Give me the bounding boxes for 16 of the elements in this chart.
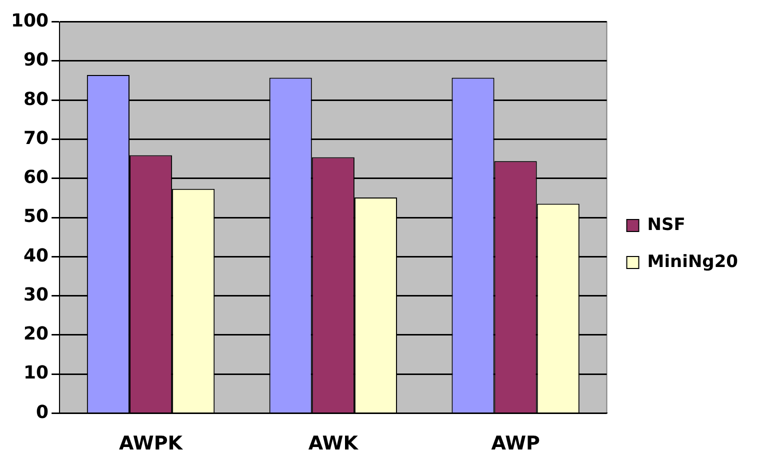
x-tick-label: AWPK [119, 432, 184, 455]
y-tick-label: 90 [24, 50, 49, 71]
y-tick-label: 100 [10, 10, 49, 32]
legend-label: MiniNg20 [647, 252, 738, 272]
y-tick-label: 10 [24, 362, 49, 384]
y-tick-label: 50 [24, 206, 49, 228]
x-tick-label: AWK [308, 432, 360, 455]
legend-label: NSF [647, 214, 686, 235]
y-tick-label: 60 [24, 167, 49, 188]
y-tick-label: 70 [24, 128, 49, 149]
y-tick-label: 0 [36, 402, 49, 423]
y-tick-label: 20 [24, 324, 49, 345]
y-tick-label: 40 [24, 245, 49, 266]
y-tick-label: 80 [24, 88, 49, 110]
y-tick-label: 30 [24, 284, 49, 306]
x-tick-label: AWP [491, 432, 540, 455]
